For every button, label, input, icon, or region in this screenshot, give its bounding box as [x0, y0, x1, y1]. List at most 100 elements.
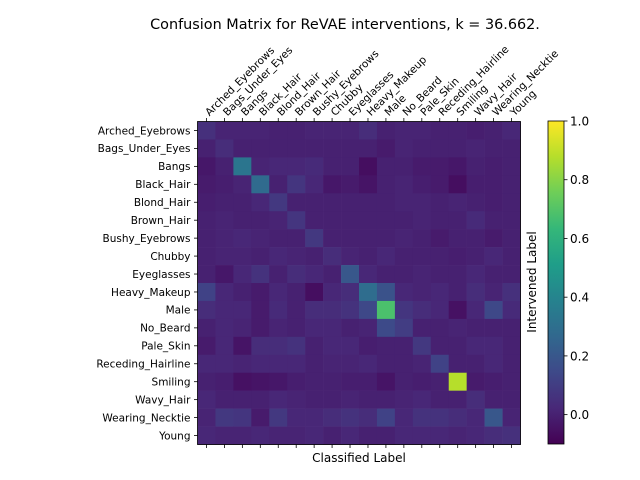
heatmap-cell	[448, 229, 467, 248]
heatmap-cell	[376, 157, 396, 176]
heatmap-cell	[269, 300, 288, 320]
heatmap-cell	[305, 408, 324, 427]
heatmap-cell	[287, 247, 306, 266]
heatmap-cell	[251, 247, 270, 266]
heatmap-cell	[269, 157, 288, 176]
heatmap-cell	[412, 354, 432, 374]
heatmap-cell	[376, 372, 396, 391]
colorbar-tick-label: 0.0	[570, 408, 589, 422]
heatmap-cell	[233, 211, 252, 230]
heatmap-cell	[269, 139, 288, 158]
heatmap-cell	[197, 318, 216, 338]
heatmap-cell	[323, 175, 342, 194]
y-tick-label: Chubby	[150, 251, 190, 263]
heatmap-cell	[412, 229, 432, 248]
heatmap-cell	[376, 211, 396, 230]
heatmap-cell	[484, 265, 503, 284]
heatmap-cell	[394, 354, 414, 374]
heatmap-cell	[466, 372, 485, 391]
heatmap-cell	[269, 354, 288, 374]
heatmap-cell	[341, 408, 360, 427]
heatmap-cell	[394, 426, 414, 445]
heatmap-cell	[215, 283, 234, 302]
heatmap-cell	[215, 139, 234, 158]
heatmap-cell	[197, 408, 216, 427]
heatmap-cell	[430, 121, 450, 140]
heatmap-cell	[197, 372, 216, 391]
colorbar-tick-label: 0.2	[570, 349, 589, 363]
colorbar	[547, 120, 565, 445]
heatmap-cell	[412, 390, 432, 409]
heatmap-cell	[215, 300, 234, 320]
heatmap-cell	[466, 175, 485, 194]
heatmap-cell	[466, 157, 485, 176]
heatmap-cell	[197, 157, 216, 176]
y-tick-label: Smiling	[152, 376, 191, 388]
heatmap-cell	[197, 354, 216, 374]
heatmap-cell	[233, 283, 252, 302]
heatmap-cell	[305, 372, 324, 391]
heatmap-cell	[287, 193, 306, 212]
heatmap-cell	[305, 265, 324, 284]
y-tick-label: Wearing_Necktie	[102, 412, 190, 424]
heatmap-cell	[215, 175, 234, 194]
heatmap-cell	[448, 265, 467, 284]
heatmap-cell	[412, 336, 432, 356]
heatmap-cell	[466, 211, 485, 230]
heatmap-cell	[233, 318, 252, 338]
heatmap-cell	[448, 318, 467, 338]
heatmap-cell	[305, 390, 324, 409]
heatmap-cell	[323, 283, 342, 302]
heatmap-cell	[233, 300, 252, 320]
heatmap-cell	[430, 211, 450, 230]
heatmap-cell	[341, 247, 360, 266]
heatmap-cell	[412, 265, 432, 284]
heatmap-cell	[448, 121, 467, 140]
heatmap-cell	[376, 300, 396, 320]
heatmap-cell	[484, 247, 503, 266]
heatmap-cell	[430, 229, 450, 248]
heatmap-cell	[484, 121, 503, 140]
heatmap-cell	[466, 193, 485, 212]
heatmap-cell	[412, 247, 432, 266]
heatmap-cell	[305, 139, 324, 158]
heatmap-cell	[251, 336, 270, 356]
heatmap-cell	[448, 283, 467, 302]
heatmap-cell	[287, 139, 306, 158]
heatmap-cell	[359, 372, 378, 391]
heatmap-cell	[269, 372, 288, 391]
heatmap-cell	[502, 426, 521, 445]
heatmap-cell	[394, 300, 414, 320]
heatmap-cell	[484, 229, 503, 248]
heatmap-cell	[430, 193, 450, 212]
heatmap-cell	[430, 426, 450, 445]
heatmap-cell	[394, 157, 414, 176]
heatmap-frame	[197, 121, 521, 445]
heatmap-cell	[376, 139, 396, 158]
heatmap-cell	[430, 372, 450, 391]
heatmap-cell	[233, 139, 252, 158]
heatmap-cell	[251, 318, 270, 338]
heatmap-cell	[287, 354, 306, 374]
heatmap-cell	[305, 175, 324, 194]
colorbar-tick-label: 0.6	[570, 232, 589, 246]
heatmap-cell	[484, 300, 503, 320]
heatmap-cell	[484, 426, 503, 445]
heatmap-cell	[287, 408, 306, 427]
heatmap-cell	[197, 193, 216, 212]
heatmap-cell	[269, 408, 288, 427]
heatmap-cell	[269, 426, 288, 445]
heatmap-cell	[394, 247, 414, 266]
y-tick-label: Young	[158, 430, 190, 442]
heatmap-cell	[215, 157, 234, 176]
heatmap-cell	[233, 229, 252, 248]
heatmap-cell	[215, 318, 234, 338]
heatmap-cell	[305, 300, 324, 320]
heatmap-cell	[448, 247, 467, 266]
heatmap-cell	[341, 318, 360, 338]
heatmap-cell	[376, 408, 396, 427]
heatmap-cell	[466, 265, 485, 284]
heatmap-cell	[430, 354, 450, 374]
heatmap-cell	[412, 408, 432, 427]
heatmap-cell	[466, 336, 485, 356]
